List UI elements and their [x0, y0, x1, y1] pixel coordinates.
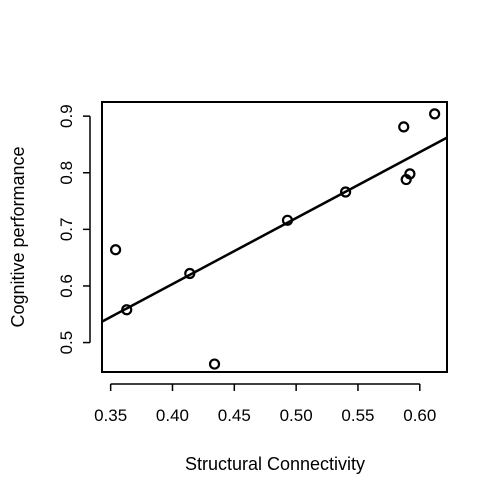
regression-line: [101, 136, 448, 323]
data-point: [398, 121, 410, 133]
x-tick-label: 0.40: [156, 406, 189, 425]
y-axis: 0.5 0.6 0.7 0.8 0.9: [57, 104, 91, 355]
x-axis: 0.35 0.40 0.45 0.50 0.55 0.60: [94, 383, 436, 425]
y-tick-label: 0.9: [57, 104, 76, 128]
data-point: [404, 168, 416, 180]
plot-frame: [101, 101, 448, 373]
x-tick-label: 0.45: [218, 406, 251, 425]
x-axis-label: Structural Connectivity: [185, 454, 365, 474]
x-tick-label: 0.50: [280, 406, 313, 425]
y-axis-label: Cognitive performance: [8, 146, 28, 327]
data-point: [208, 358, 221, 370]
y-tick-label: 0.6: [57, 274, 76, 298]
data-point: [110, 244, 122, 256]
data-point: [281, 214, 294, 226]
data-point: [121, 304, 133, 316]
y-tick-label: 0.7: [57, 218, 76, 242]
data-point: [340, 186, 352, 198]
data-point: [429, 108, 441, 120]
points-group: [110, 108, 441, 370]
fit-line-group: [101, 136, 448, 323]
x-tick-label: 0.55: [341, 406, 374, 425]
x-tick-label: 0.35: [94, 406, 127, 425]
x-tick-label: 0.60: [403, 406, 436, 425]
data-point: [184, 267, 196, 280]
y-tick-label: 0.5: [57, 331, 76, 355]
y-tick-label: 0.8: [57, 161, 76, 185]
